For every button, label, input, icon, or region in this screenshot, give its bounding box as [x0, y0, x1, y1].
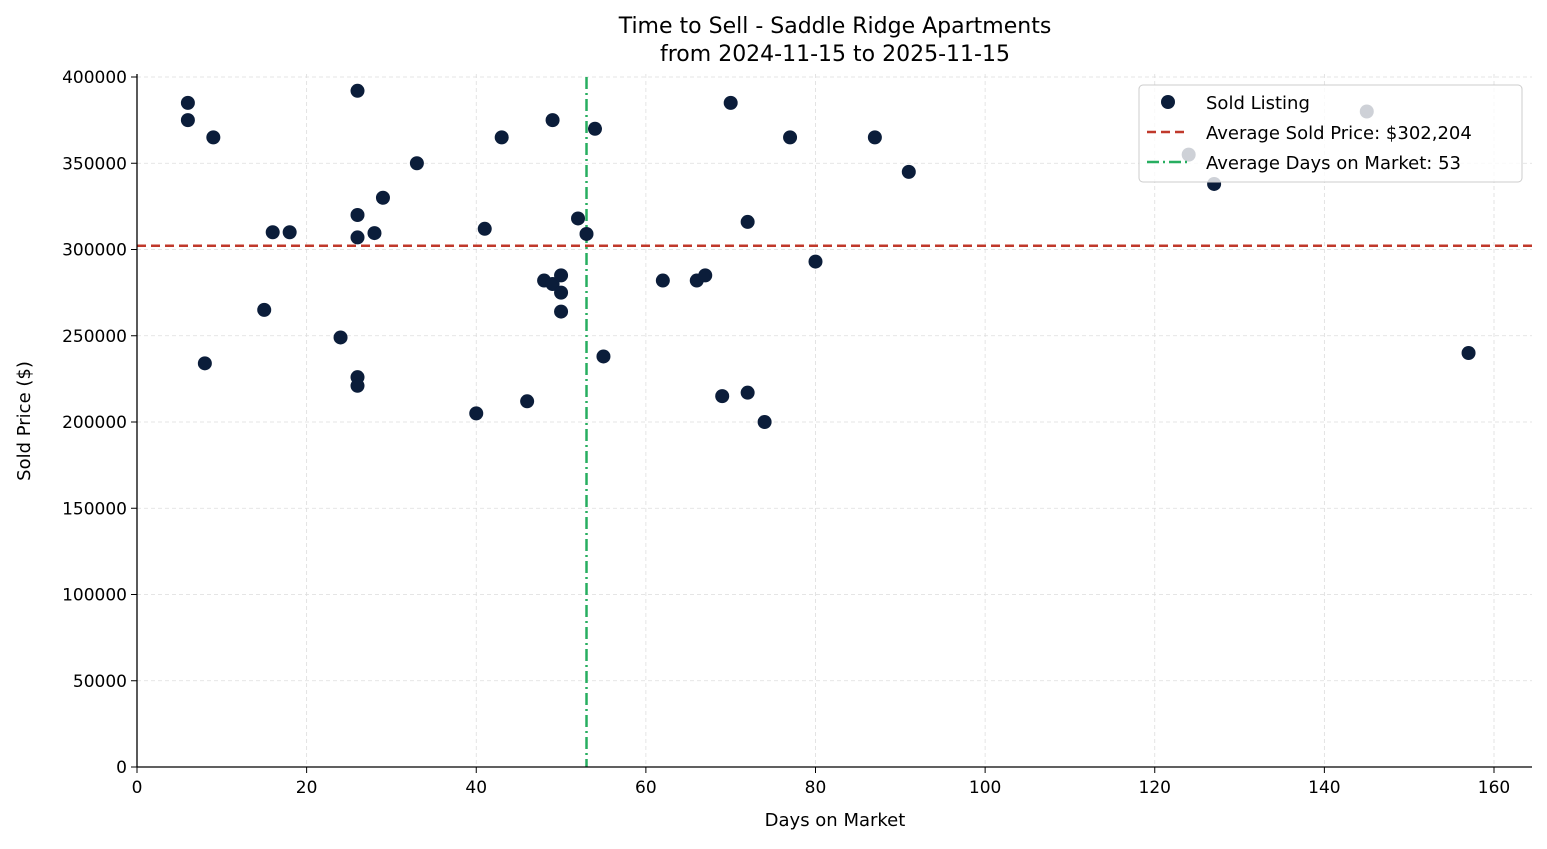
data-point: [350, 208, 365, 222]
data-point: [808, 254, 823, 269]
data-point: [375, 190, 390, 205]
data-point: [197, 356, 212, 371]
data-point: [469, 406, 484, 421]
data-point: [579, 226, 594, 241]
x-tick-label: 140: [1308, 778, 1340, 798]
data-point: [520, 394, 535, 409]
data-point: [477, 221, 492, 236]
x-ticks: 0 20 40 60 80 100 120 140 160: [132, 767, 1510, 798]
data-point: [571, 211, 586, 226]
legend-label-avg-price: Average Sold Price: $302,204: [1206, 123, 1472, 144]
data-point: [715, 389, 730, 404]
data-point: [333, 330, 348, 345]
data-point: [494, 130, 509, 145]
data-point: [265, 225, 280, 240]
x-tick-label: 120: [1139, 778, 1171, 798]
data-point: [740, 214, 755, 229]
x-tick-label: 100: [969, 778, 1001, 798]
data-point: [350, 83, 365, 98]
data-point: [757, 415, 772, 429]
data-point: [180, 95, 195, 110]
data-point: [282, 225, 297, 240]
grid: [136, 74, 1532, 768]
x-tick-label: 20: [296, 778, 318, 798]
data-point: [867, 130, 882, 145]
data-point: [257, 302, 272, 317]
data-point: [901, 164, 916, 179]
y-axis-label: Sold Price ($): [14, 361, 35, 481]
data-point: [740, 385, 755, 400]
y-tick-label: 250000: [62, 327, 127, 347]
data-point: [1461, 346, 1476, 360]
legend: Sold Listing Average Sold Price: $302,20…: [1138, 84, 1523, 183]
data-point: [554, 268, 569, 283]
legend-marker-sold-listing: [1161, 95, 1175, 109]
y-tick-label: 50000: [73, 672, 127, 692]
data-point: [587, 121, 602, 136]
reference-lines: [137, 77, 1532, 767]
data-point: [723, 95, 738, 110]
data-point: [545, 113, 560, 128]
y-tick-label: 400000: [62, 68, 127, 88]
chart-title: Time to Sell - Saddle Ridge Apartments: [618, 14, 1052, 39]
data-point: [409, 156, 424, 171]
x-tick-label: 80: [805, 778, 827, 798]
x-tick-label: 60: [635, 778, 657, 798]
chart-subtitle: from 2024-11-15 to 2025-11-15: [660, 42, 1010, 67]
data-point: [367, 226, 382, 241]
data-point: [655, 273, 670, 288]
data-point: [554, 304, 569, 319]
y-tick-label: 150000: [62, 499, 127, 519]
x-tick-label: 160: [1478, 778, 1510, 798]
y-tick-label: 100000: [62, 586, 127, 606]
y-tick-label: 300000: [62, 241, 127, 261]
points: [180, 83, 1476, 429]
data-point: [545, 277, 560, 291]
legend-label-sold-listing: Sold Listing: [1206, 93, 1310, 114]
data-point: [554, 285, 569, 300]
x-tick-label: 40: [465, 778, 487, 798]
data-point: [206, 130, 221, 145]
x-axis-label: Days on Market: [765, 810, 906, 831]
data-point: [596, 349, 611, 364]
data-point: [350, 378, 365, 393]
y-tick-label: 350000: [62, 154, 127, 174]
data-point: [180, 113, 195, 128]
y-tick-label: 200000: [62, 413, 127, 433]
y-tick-label: 0: [116, 758, 127, 778]
legend-label-avg-days: Average Days on Market: 53: [1206, 153, 1461, 174]
data-point: [783, 130, 798, 145]
data-point: [350, 230, 365, 245]
y-ticks: 0 50000 100000 150000 200000 250000 300000 3500…: [62, 68, 137, 778]
x-tick-label: 0: [132, 778, 143, 798]
data-point: [698, 268, 713, 283]
